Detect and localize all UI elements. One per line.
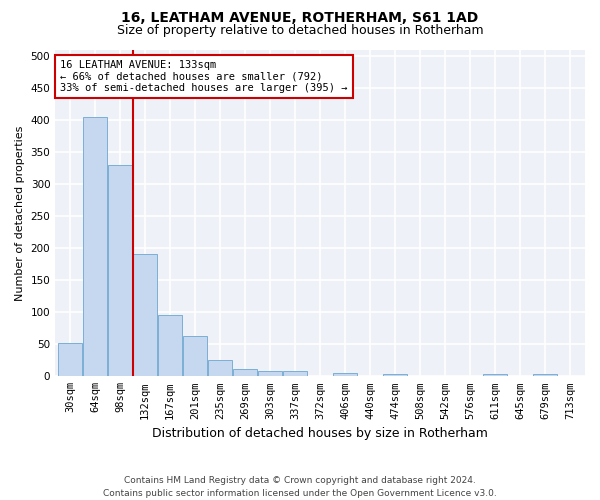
Bar: [283, 370, 307, 376]
Bar: [533, 374, 557, 376]
Text: 16, LEATHAM AVENUE, ROTHERHAM, S61 1AD: 16, LEATHAM AVENUE, ROTHERHAM, S61 1AD: [121, 11, 479, 25]
Bar: [333, 373, 357, 376]
Bar: [58, 343, 82, 376]
Bar: [258, 371, 282, 376]
Bar: [383, 374, 407, 376]
Bar: [208, 360, 232, 376]
Bar: [483, 374, 507, 376]
Text: Contains HM Land Registry data © Crown copyright and database right 2024.
Contai: Contains HM Land Registry data © Crown c…: [103, 476, 497, 498]
Bar: [233, 368, 257, 376]
Bar: [133, 254, 157, 376]
X-axis label: Distribution of detached houses by size in Rotherham: Distribution of detached houses by size …: [152, 427, 488, 440]
Bar: [108, 164, 132, 376]
Text: Size of property relative to detached houses in Rotherham: Size of property relative to detached ho…: [116, 24, 484, 37]
Bar: [158, 315, 182, 376]
Text: 16 LEATHAM AVENUE: 133sqm
← 66% of detached houses are smaller (792)
33% of semi: 16 LEATHAM AVENUE: 133sqm ← 66% of detac…: [61, 60, 348, 93]
Y-axis label: Number of detached properties: Number of detached properties: [15, 126, 25, 301]
Bar: [183, 336, 207, 376]
Bar: [83, 117, 107, 376]
